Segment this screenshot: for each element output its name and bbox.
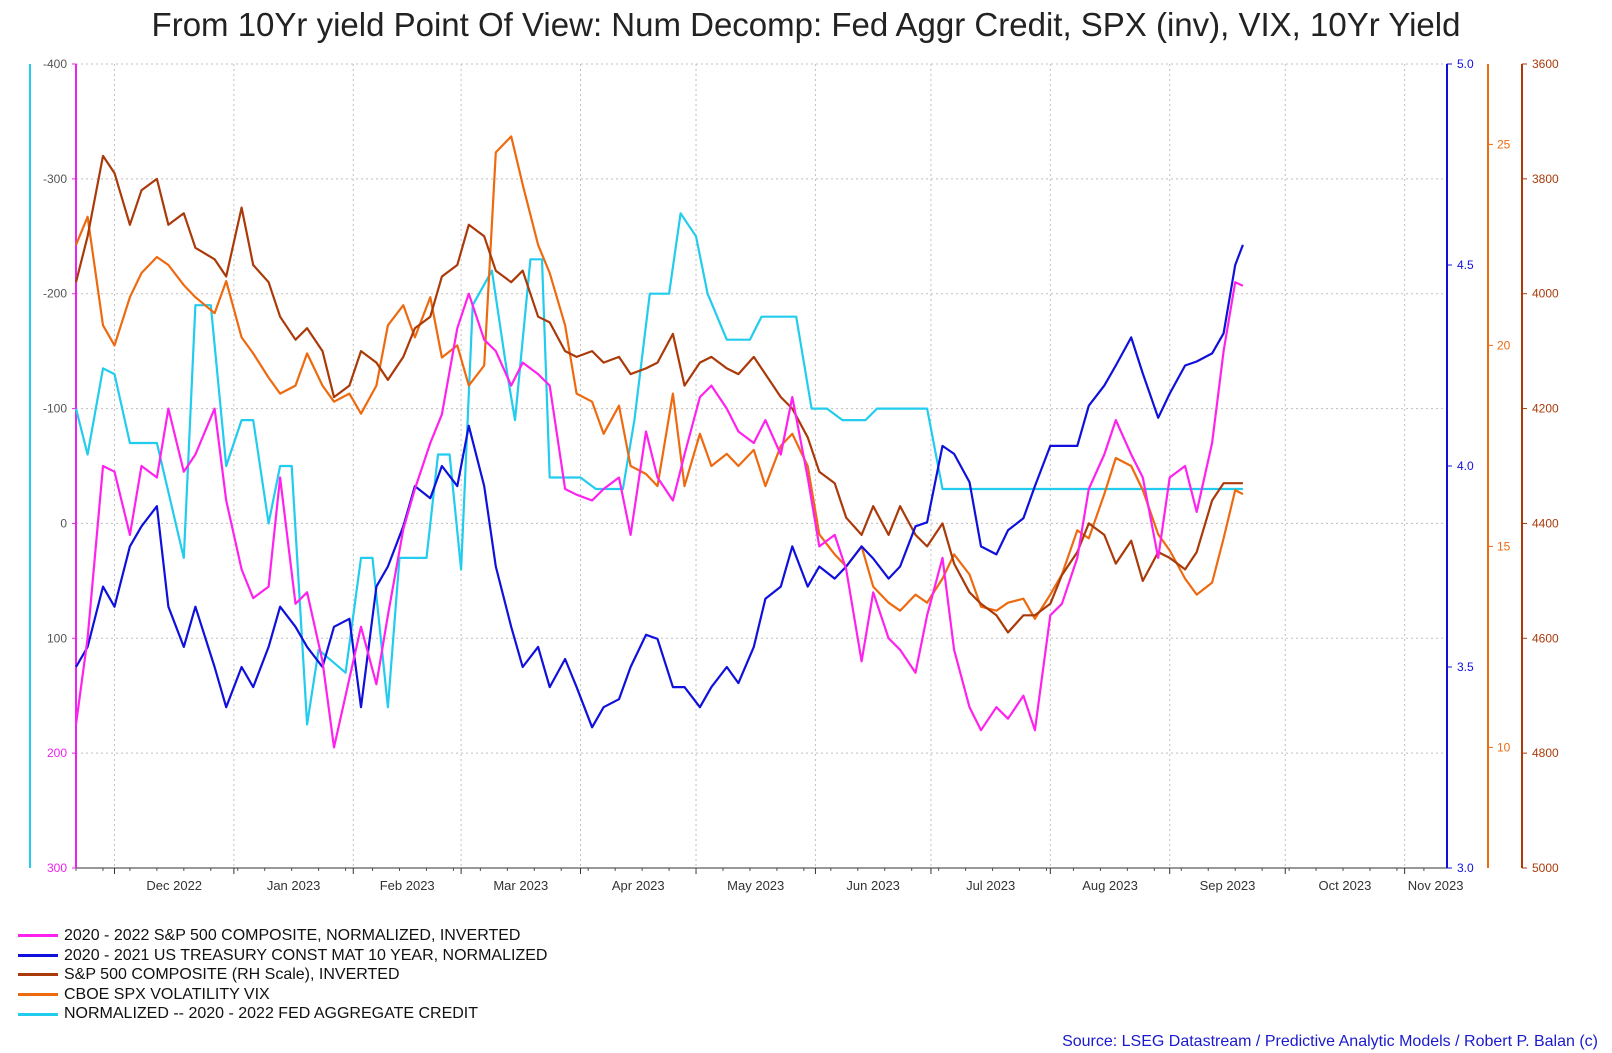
blue-tick-label: 3.0 [1457, 861, 1474, 875]
orange-tick-label: 20 [1497, 338, 1511, 352]
legend-item-sp500-normalized: 2020 - 2022 S&P 500 COMPOSITE, NORMALIZE… [18, 926, 547, 946]
brown-tick-label: 4400 [1532, 516, 1559, 530]
legend-swatch-orange [18, 993, 58, 997]
brown-tick-label: 4600 [1532, 631, 1559, 645]
legend-item-fed-credit: NORMALIZED -- 2020 - 2022 FED AGGREGATE … [18, 1004, 547, 1024]
blue-tick-label: 3.5 [1457, 660, 1474, 674]
brown-tick-label: 4000 [1532, 287, 1559, 301]
legend-label: NORMALIZED -- 2020 - 2022 FED AGGREGATE … [64, 1005, 479, 1023]
brown-tick-label: 5000 [1532, 861, 1559, 875]
legend-swatch-magenta [18, 934, 58, 938]
orange-tick-label: 15 [1497, 539, 1511, 553]
x-tick-label: Dec 2022 [146, 878, 202, 893]
magenta-tick-label: -400 [43, 57, 67, 71]
legend-swatch-cyan [18, 1012, 58, 1016]
legend-label: 2020 - 2021 US TREASURY CONST MAT 10 YEA… [64, 946, 548, 964]
legend-label: S&P 500 COMPOSITE (RH Scale), INVERTED [64, 966, 400, 984]
blue-tick-label: 5.0 [1457, 57, 1474, 71]
legend-label: CBOE SPX VOLATILITY VIX [64, 985, 270, 1003]
x-tick-label: Jun 2023 [846, 878, 900, 893]
x-tick-label: Feb 2023 [380, 878, 435, 893]
axes: Dec 2022 Jan 2023 Feb 2023 Mar 2023 Apr 2023… [29, 57, 1559, 893]
series-line-1 [75, 244, 1244, 729]
magenta-tick-label: 200 [47, 746, 67, 760]
x-tick-label: Sep 2023 [1200, 878, 1256, 893]
blue-tick-label: 4.0 [1457, 459, 1474, 473]
x-tick-label: Aug 2023 [1082, 878, 1138, 893]
series-line-2 [74, 154, 1243, 634]
brown-tick-label: 4200 [1532, 402, 1559, 416]
brown-tick-label: 3800 [1532, 172, 1559, 186]
legend-swatch-blue [18, 953, 58, 957]
brown-tick-label: 3600 [1532, 57, 1559, 71]
magenta-tick-label: -200 [43, 287, 67, 301]
magenta-tick-label: 300 [47, 861, 67, 875]
x-tick-label: May 2023 [727, 878, 784, 893]
source-credit: Source: LSEG Datastream / Predictive Ana… [1062, 1033, 1598, 1050]
x-tick-label: Oct 2023 [1319, 878, 1372, 893]
legend: 2020 - 2022 S&P 500 COMPOSITE, NORMALIZE… [18, 926, 547, 1024]
series-line-0 [74, 281, 1244, 749]
orange-tick-label: 10 [1497, 740, 1511, 754]
orange-tick-label: 25 [1497, 137, 1511, 151]
x-tick-label: Nov 2023 [1408, 878, 1464, 893]
series-lines [74, 135, 1244, 749]
plot-area [76, 64, 1447, 868]
legend-item-sp500-composite: S&P 500 COMPOSITE (RH Scale), INVERTED [18, 965, 547, 985]
magenta-tick-label: -100 [43, 402, 67, 416]
gridlines [76, 63, 1447, 869]
magenta-tick-label: 0 [60, 516, 67, 530]
series-line-3 [74, 135, 1244, 620]
legend-item-vix: CBOE SPX VOLATILITY VIX [18, 985, 547, 1005]
brown-tick-label: 4800 [1532, 746, 1559, 760]
x-tick-label: Jan 2023 [267, 878, 321, 893]
legend-label: 2020 - 2022 S&P 500 COMPOSITE, NORMALIZE… [64, 927, 521, 944]
chart-canvas: Dec 2022 Jan 2023 Feb 2023 Mar 2023 Apr 2023… [29, 57, 1559, 893]
x-tick-label: Mar 2023 [493, 878, 548, 893]
magenta-tick-label: 100 [47, 631, 67, 645]
x-tick-label: Apr 2023 [612, 878, 665, 893]
legend-item-treasury-10y: 2020 - 2021 US TREASURY CONST MAT 10 YEA… [18, 946, 547, 966]
series-line-4 [74, 212, 1243, 726]
chart-title: From 10Yr yield Point Of View: Num Decom… [151, 6, 1461, 43]
legend-swatch-brown [18, 973, 58, 977]
x-tick-label: Jul 2023 [966, 878, 1015, 893]
blue-tick-label: 4.5 [1457, 258, 1474, 272]
magenta-tick-label: -300 [43, 172, 67, 186]
